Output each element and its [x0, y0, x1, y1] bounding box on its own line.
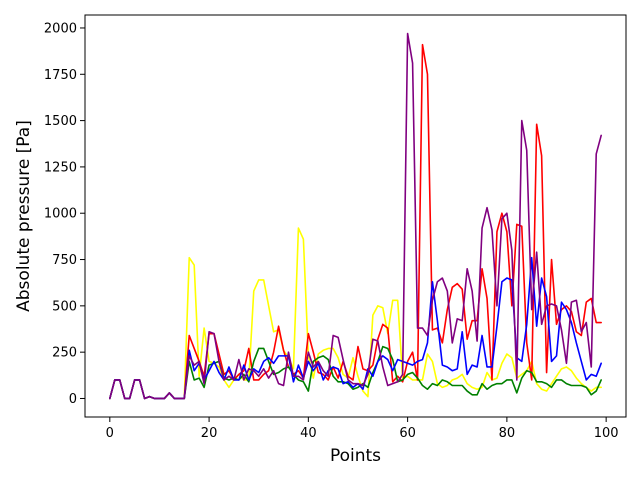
- series-line-purple: [109, 32, 602, 400]
- x-tick-label: 60: [399, 426, 416, 441]
- x-tick-label: 20: [201, 426, 218, 441]
- x-axis: 0 20 40 60 80 100: [106, 417, 619, 441]
- y-tick-label: 750: [52, 253, 77, 268]
- y-tick-label: 1250: [44, 160, 77, 175]
- y-tick-label: 1500: [44, 114, 77, 129]
- plot-frame: [84, 14, 627, 418]
- y-tick-label: 0: [69, 392, 77, 407]
- x-tick-label: 40: [300, 426, 317, 441]
- y-tick-label: 1000: [44, 207, 77, 222]
- series-layer: [109, 32, 602, 400]
- x-axis-title: Points: [330, 446, 381, 466]
- y-tick-label: 250: [52, 346, 77, 361]
- x-tick-label: 80: [499, 426, 516, 441]
- y-axis: 0 250 500 750 1000 1250 1500 1750 2000: [44, 21, 85, 407]
- y-tick-label: 1750: [44, 68, 77, 83]
- x-tick-label: 100: [594, 426, 619, 441]
- series-line-green: [109, 345, 602, 400]
- y-tick-label: 500: [52, 299, 77, 314]
- x-tick-label: 0: [106, 426, 114, 441]
- y-tick-label: 2000: [44, 21, 77, 36]
- y-axis-title: Absolute pressure [Pa]: [14, 120, 34, 312]
